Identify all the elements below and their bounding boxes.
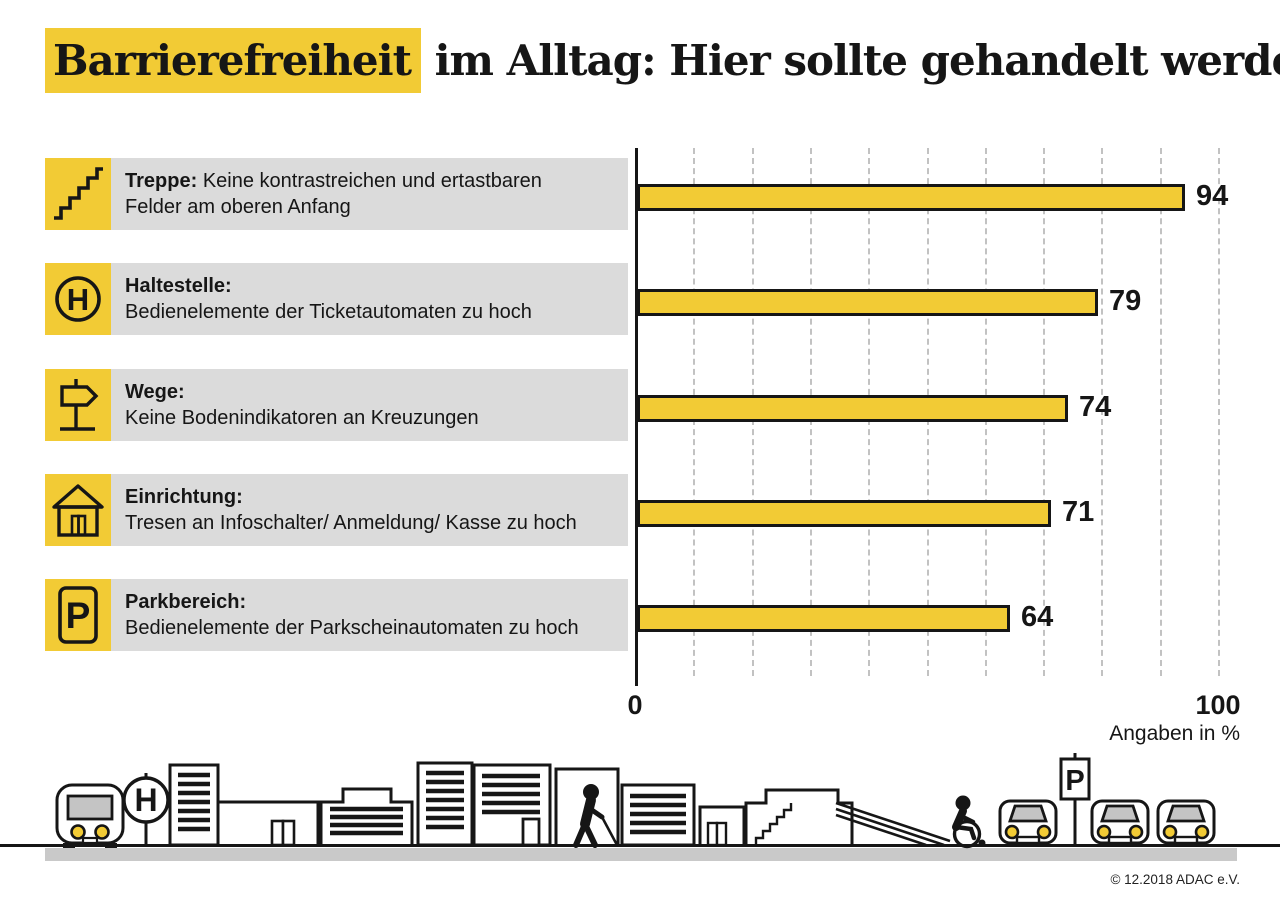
car-icon [1090,799,1150,845]
unit-note: Angaben in % [1109,722,1240,745]
svg-text:P: P [66,595,91,636]
row-label: Treppe: Keine kontrastreichen und ertast… [111,158,628,230]
category-row-treppe: Treppe: Keine kontrastreichen und ertast… [45,158,628,230]
stairs-icon [45,158,111,230]
building-striped-2 [319,787,414,845]
gridline [1218,148,1220,676]
row-line1: Einrichtung: [125,486,243,508]
row-line2: Bedienelemente der Parkscheinautomaten z… [125,617,579,639]
building-small [698,805,746,847]
bar-haltestelle [637,289,1098,317]
row-label: Parkbereich: Bedienelemente der Parksche… [111,579,628,651]
bar-einrichtung [637,499,1051,527]
bar-value-label: 71 [1062,495,1095,528]
parking-icon: P [45,579,111,651]
category-row-wege: Wege: Keine Bodenindikatoren an Kreuzung… [45,369,628,441]
pedestrian-with-cane-icon [573,784,619,848]
ground-strip [45,848,1237,861]
svg-text:H: H [134,782,157,818]
x-tick-0: 0 [627,690,643,720]
row-line2: Keine Bodenindikatoren an Kreuzungen [125,407,479,429]
row-line2: Felder am oberen Anfang [125,196,351,218]
title-highlight: Barrierefreiheit [45,28,421,93]
copyright-note: © 12.2018 ADAC e.V. [1110,872,1240,887]
building-stairs-ramp [744,788,951,847]
row-line1: Parkbereich: [125,591,247,613]
y-axis-line [635,148,638,686]
bus-stop-h-icon: H [45,263,111,335]
row-line1: Treppe: Keine kontrastreichen und ertast… [125,170,542,192]
signpost-icon [45,369,111,441]
building-low [216,800,320,847]
bar-value-label: 79 [1109,285,1142,318]
title-rest: im Alltag: Hier sollte gehandelt werden [420,36,1280,85]
gridline [1101,148,1104,676]
bar-value-label: 64 [1021,601,1054,634]
category-row-parkbereich: P Parkbereich: Bedienelemente der Parksc… [45,579,628,651]
row-label: Haltestelle: Bedienelemente der Ticketau… [111,263,628,335]
building-striped-5 [620,783,696,847]
building-icon [45,474,111,546]
row-line2: Tresen an Infoschalter/ Anmeldung/ Kasse… [125,512,577,534]
building-striped-1 [168,763,220,847]
page-title: Barrierefreiheit im Alltag: Hier sollte … [45,28,1280,93]
bus-icon [55,783,125,848]
category-row-haltestelle: H Haltestelle: Bedienelemente der Ticket… [45,263,628,335]
bus-stop-sign-icon: H [122,773,170,845]
building-striped-3 [416,761,474,847]
bar-value-label: 94 [1196,180,1229,212]
gridline [1159,148,1162,676]
bar-wege [637,394,1068,422]
wheelchair-user-icon [952,795,986,849]
svg-text:H: H [67,282,89,317]
row-label: Einrichtung: Tresen an Infoschalter/ Anm… [111,474,628,546]
bar-value-label: 74 [1079,390,1112,423]
row-label: Wege: Keine Bodenindikatoren an Kreuzung… [111,369,628,441]
building-striped-4 [472,763,552,847]
category-row-einrichtung: Einrichtung: Tresen an Infoschalter/ Anm… [45,474,628,546]
car-icon [998,799,1058,845]
car-icon [1156,799,1216,845]
bar-parkbereich [637,605,1010,633]
city-skyline-illustration: H P [0,753,1280,861]
x-tick-100: 100 [1195,690,1241,720]
svg-text:P: P [1065,765,1084,797]
row-line1: Haltestelle: [125,275,232,297]
parking-sign-icon: P [1059,753,1091,845]
bar-treppe [637,184,1185,211]
row-line2: Bedienelemente der Ticketautomaten zu ho… [125,301,532,323]
ramp-icon [835,801,951,847]
row-line1: Wege: [125,381,185,403]
